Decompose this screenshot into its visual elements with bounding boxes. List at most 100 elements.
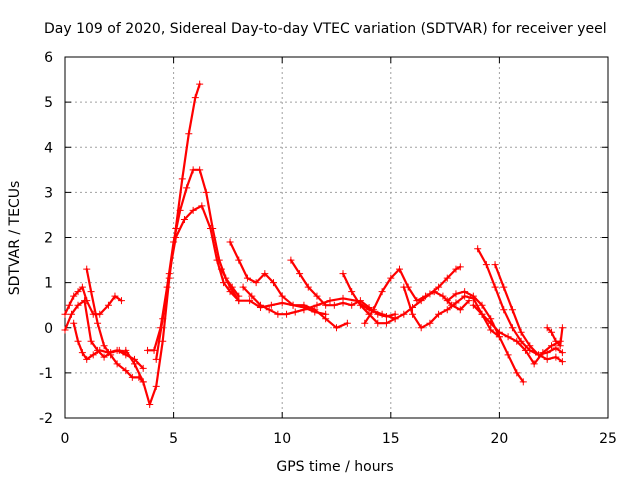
data-point	[78, 283, 86, 291]
grid-layer	[65, 57, 608, 418]
data-point	[176, 206, 184, 214]
data-point	[83, 265, 91, 273]
data-point	[443, 297, 451, 305]
x-tick-label: 15	[382, 431, 400, 447]
data-point	[400, 283, 408, 291]
data-point	[469, 301, 477, 309]
data-point	[378, 288, 386, 296]
data-point	[94, 319, 102, 327]
data-point	[152, 355, 160, 363]
data-point	[159, 315, 167, 323]
y-tick-label: -2	[39, 411, 53, 427]
data-point	[552, 344, 560, 352]
data-point	[122, 346, 130, 354]
data-point	[382, 312, 390, 320]
data-point	[150, 346, 158, 354]
data-point	[513, 369, 521, 377]
data-point	[61, 310, 69, 318]
data-point	[426, 319, 434, 327]
data-point	[146, 400, 154, 408]
data-point	[495, 328, 503, 336]
data-point	[304, 283, 312, 291]
data-point	[487, 319, 495, 327]
data-point	[430, 288, 438, 296]
data-point	[339, 299, 347, 307]
data-point	[226, 283, 234, 291]
data-point	[267, 301, 275, 309]
data-point	[100, 342, 108, 350]
x-tick-label: 20	[490, 431, 508, 447]
data-point	[235, 256, 243, 264]
x-tick-label: 5	[169, 431, 178, 447]
data-point	[356, 301, 364, 309]
data-point	[526, 342, 534, 350]
data-point	[552, 353, 560, 361]
data-point	[322, 301, 330, 309]
data-point	[74, 337, 82, 345]
data-point	[469, 292, 477, 300]
data-point	[191, 94, 199, 102]
data-point	[185, 130, 193, 138]
data-point	[508, 306, 516, 314]
data-point	[287, 256, 295, 264]
x-tick-label: 25	[599, 431, 617, 447]
data-point	[435, 310, 443, 318]
data-point	[122, 367, 130, 375]
data-point	[374, 319, 382, 327]
data-point	[300, 306, 308, 314]
data-point	[422, 292, 430, 300]
y-tick-label: -1	[39, 366, 53, 382]
y-axis-label: SDTVAR / TECUs	[7, 181, 23, 296]
data-point	[117, 297, 125, 305]
data-point	[252, 279, 260, 287]
data-point	[330, 301, 338, 309]
series-line	[155, 204, 240, 361]
data-point	[365, 303, 373, 311]
data-point	[313, 301, 321, 309]
data-point	[333, 324, 340, 332]
chart-title: Day 109 of 2020, Sidereal Day-to-day VTE…	[44, 21, 607, 37]
data-point	[104, 349, 112, 357]
y-tick-label: 6	[44, 50, 53, 66]
data-point	[202, 188, 210, 196]
y-tick-label: 0	[44, 321, 53, 337]
data-point	[235, 297, 243, 305]
data-point	[220, 279, 228, 287]
data-point	[382, 319, 390, 327]
data-point	[452, 265, 460, 273]
data-point	[278, 299, 286, 307]
data-point	[65, 301, 73, 309]
data-point	[226, 238, 234, 246]
data-point	[348, 288, 356, 296]
data-point	[274, 310, 282, 318]
series-track-11	[287, 256, 399, 320]
data-point	[96, 346, 104, 354]
data-point	[68, 310, 76, 318]
data-point	[131, 360, 139, 368]
data-point	[113, 360, 121, 368]
data-point	[343, 319, 351, 327]
data-point	[256, 301, 264, 309]
data-point	[165, 270, 173, 278]
data-point	[248, 292, 256, 300]
data-point	[400, 310, 408, 318]
data-point	[111, 292, 119, 300]
data-point	[395, 265, 403, 273]
data-point	[217, 265, 225, 273]
data-point	[556, 342, 564, 350]
data-point	[478, 301, 486, 309]
data-point	[261, 270, 269, 278]
series-track-17	[491, 261, 566, 366]
data-point	[558, 324, 566, 332]
data-point	[243, 274, 251, 282]
series-track-19	[543, 324, 566, 350]
data-point	[270, 279, 278, 287]
data-point	[196, 80, 204, 88]
data-point	[369, 306, 377, 314]
data-point	[504, 333, 512, 341]
data-point	[487, 326, 495, 334]
data-point	[189, 206, 197, 214]
series-line	[124, 83, 201, 406]
data-point	[452, 299, 460, 307]
data-point	[283, 310, 291, 318]
